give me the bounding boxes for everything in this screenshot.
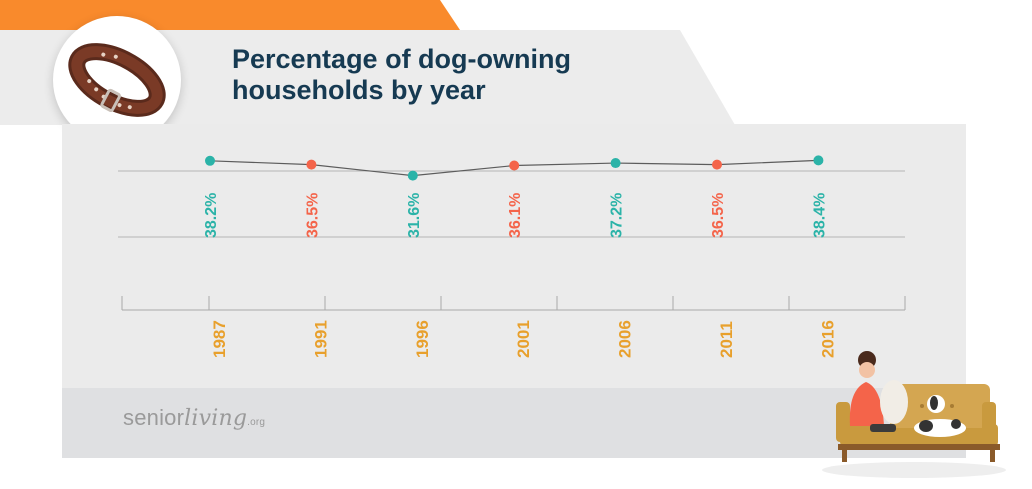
title-line-1: Percentage of dog-owning bbox=[232, 44, 572, 74]
value-label: 37.2% bbox=[609, 193, 626, 238]
data-point bbox=[407, 170, 418, 181]
data-point bbox=[712, 159, 722, 170]
data-point bbox=[610, 158, 621, 169]
value-label: 38.2% bbox=[203, 193, 220, 238]
logo-part-2: living bbox=[184, 406, 248, 431]
data-points bbox=[205, 155, 824, 181]
x-tick-label: 1996 bbox=[413, 320, 432, 358]
data-point bbox=[509, 160, 520, 171]
value-labels: 38.2% 36.5% 31.6% 36.1% 37.2% 36.5% 38.4% bbox=[203, 193, 828, 238]
woman-with-dog-on-couch-illustration bbox=[822, 351, 1006, 478]
page-title: Percentage of dog-owning households by y… bbox=[232, 44, 672, 106]
data-point bbox=[813, 155, 824, 166]
data-point bbox=[205, 155, 215, 166]
year-labels: 1987 1991 1996 2001 2006 2011 2016 bbox=[210, 320, 837, 358]
x-tick-label: 2016 bbox=[818, 320, 837, 358]
x-tick-label: 2006 bbox=[616, 320, 635, 358]
x-tick-label: 2011 bbox=[717, 321, 736, 358]
dog-collar-icon bbox=[68, 43, 166, 117]
value-label: 36.1% bbox=[507, 193, 524, 238]
value-label: 36.5% bbox=[304, 193, 321, 238]
x-axis bbox=[121, 296, 906, 311]
logo-part-3: .org bbox=[247, 417, 266, 428]
data-point bbox=[306, 159, 317, 170]
logo-part-1: senior bbox=[123, 405, 185, 430]
title-line-2: households by year bbox=[232, 75, 486, 105]
x-tick-label: 1991 bbox=[311, 320, 330, 358]
x-tick-label: 2001 bbox=[514, 320, 533, 358]
x-tick-label: 1987 bbox=[210, 320, 229, 358]
value-label: 36.5% bbox=[710, 193, 727, 238]
chart-footer-band bbox=[62, 388, 966, 458]
header-accent-bar bbox=[0, 0, 460, 30]
collar-badge bbox=[53, 16, 181, 144]
value-label: 38.4% bbox=[811, 193, 828, 238]
seniorliving-logo: seniorliving.org bbox=[123, 405, 265, 431]
value-label: 31.6% bbox=[406, 193, 423, 238]
